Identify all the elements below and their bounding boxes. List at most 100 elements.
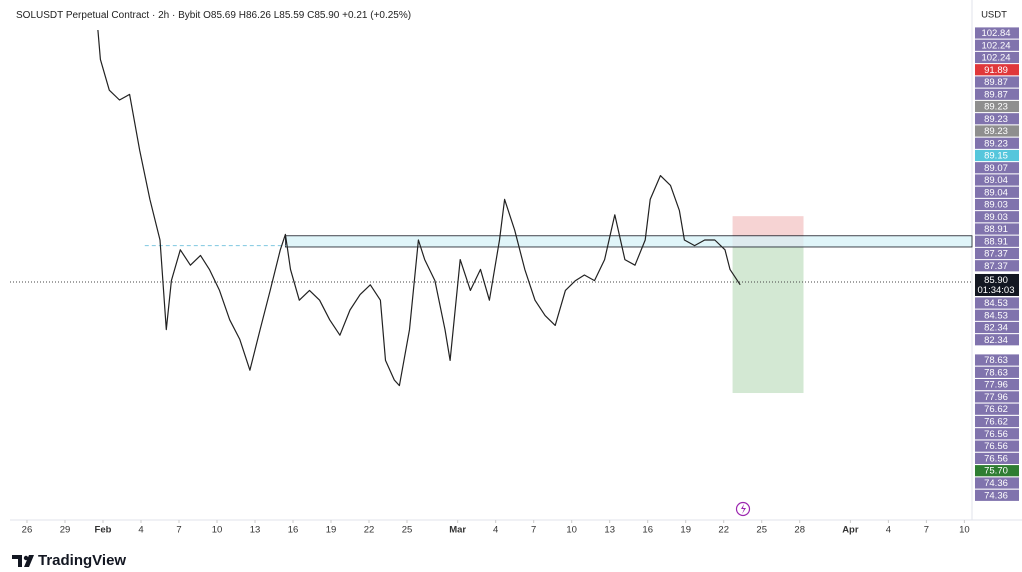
price-label: 102.24	[981, 53, 1010, 64]
x-tick-label: 16	[288, 525, 299, 536]
price-badge	[975, 162, 1019, 174]
price-badge	[975, 309, 1019, 321]
price-badge	[975, 27, 1019, 39]
price-badge	[975, 235, 1019, 247]
price-label: 89.07	[984, 163, 1008, 174]
price-label: 89.87	[984, 77, 1008, 88]
current-price-badge	[975, 273, 1019, 296]
price-badge	[975, 186, 1019, 198]
price-badge	[975, 403, 1019, 415]
price-badge	[975, 174, 1019, 186]
target-zone	[732, 246, 804, 394]
current-price: 85.90	[984, 275, 1008, 286]
x-tick-label: Mar	[449, 525, 466, 536]
x-tick-label: Apr	[842, 525, 859, 536]
price-label: 76.56	[984, 453, 1008, 464]
x-tick-label: 10	[566, 525, 577, 536]
price-label: 84.53	[984, 298, 1008, 309]
price-badge	[975, 428, 1019, 440]
x-tick-label: 22	[364, 525, 375, 536]
x-tick-label: 26	[22, 525, 33, 536]
price-badge	[975, 477, 1019, 489]
x-tick-label: 13	[604, 525, 615, 536]
price-label: 89.15	[984, 151, 1008, 162]
price-label: 74.36	[984, 478, 1008, 489]
price-badge	[975, 366, 1019, 378]
price-badge	[975, 334, 1019, 346]
tv-logo: TradingView	[12, 552, 126, 569]
price-badge	[975, 379, 1019, 391]
price-badge	[975, 198, 1019, 211]
x-tick-label: 7	[924, 525, 929, 536]
price-line	[97, 29, 741, 387]
price-label: 89.23	[984, 102, 1008, 113]
brand: TradingView	[38, 552, 126, 569]
support-zone	[285, 235, 973, 248]
price-label: 77.96	[984, 392, 1008, 403]
price-badge	[975, 76, 1019, 88]
price-badge	[975, 88, 1019, 100]
price-label: 88.91	[984, 236, 1008, 247]
x-tick-label: 16	[642, 525, 653, 536]
price-badge	[975, 391, 1019, 403]
price-badge	[975, 39, 1019, 51]
price-badge	[975, 321, 1019, 334]
price-label: 76.62	[984, 417, 1008, 428]
price-badge	[975, 113, 1019, 125]
price-label: 89.03	[984, 212, 1008, 223]
price-label: 84.53	[984, 310, 1008, 321]
x-tick-label: 10	[212, 525, 223, 536]
price-label: 89.04	[984, 187, 1008, 198]
price-label: 89.23	[984, 138, 1008, 149]
change: +0.21 (+0.25%)	[342, 10, 411, 21]
x-tick-label: 28	[794, 525, 805, 536]
countdown: 01:34:03	[978, 285, 1015, 296]
lightning-icon	[735, 501, 751, 517]
price-badge	[975, 64, 1019, 76]
price-label: 78.63	[984, 367, 1008, 378]
currency: USDT	[981, 10, 1007, 21]
price-badge	[975, 354, 1019, 366]
price-label: 89.23	[984, 126, 1008, 137]
x-tick-label: 22	[718, 525, 729, 536]
x-tick-label: 10	[959, 525, 970, 536]
price-label: 82.34	[984, 323, 1008, 334]
x-tick-label: 7	[176, 525, 181, 536]
x-tick-label: 4	[886, 525, 891, 536]
price-label: 87.37	[984, 249, 1008, 260]
x-tick-label: 4	[138, 525, 143, 536]
price-label: 82.34	[984, 335, 1008, 346]
x-tick-label: 4	[493, 525, 498, 536]
close: C85.90	[307, 10, 340, 21]
price-badge	[975, 440, 1019, 452]
price-badge	[975, 51, 1019, 64]
x-tick-label: 19	[326, 525, 337, 536]
x-tick-label: 25	[756, 525, 767, 536]
price-badge	[975, 137, 1019, 149]
x-tick-label: 19	[680, 525, 691, 536]
price-label: 87.37	[984, 261, 1008, 272]
price-label: 74.36	[984, 490, 1008, 501]
price-badge	[975, 149, 1019, 162]
price-label: 102.84	[981, 28, 1010, 39]
price-badge	[975, 247, 1019, 260]
price-badge	[975, 415, 1019, 428]
price-badge	[975, 260, 1019, 272]
x-tick-label: 13	[250, 525, 261, 536]
x-tick-label: 29	[60, 525, 71, 536]
axes: 26 29 Feb 4 7 10 13 16 19 22 25 Mar 4 7 10 13 16 19 22 25 28…	[22, 27, 1019, 536]
plot-area	[10, 29, 973, 394]
high: H86.26	[239, 10, 272, 21]
price-label: 89.87	[984, 89, 1008, 100]
price-badge	[975, 223, 1019, 235]
price-label: 89.23	[984, 114, 1008, 125]
price-label: 91.89	[984, 65, 1008, 76]
price-label: 76.62	[984, 404, 1008, 415]
price-badge	[975, 489, 1019, 501]
price-badge	[975, 465, 1019, 477]
price-badge	[975, 125, 1019, 137]
price-label: 78.63	[984, 355, 1008, 366]
symbol: SOLUSDT Perpetual Contract · 2h · Bybit	[16, 10, 201, 21]
price-label: 75.70	[984, 466, 1008, 477]
